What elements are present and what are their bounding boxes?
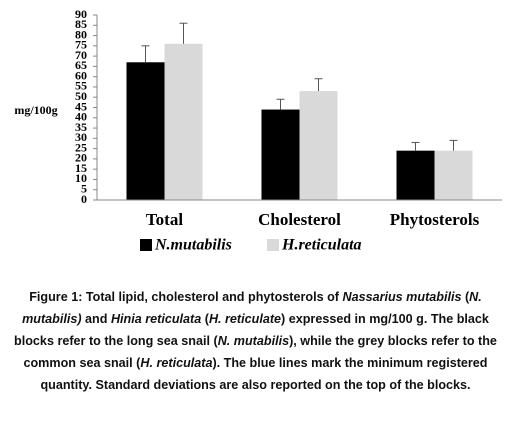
y-tick-label: 90 — [75, 7, 87, 21]
caption-text: ( — [461, 290, 470, 304]
bar — [299, 91, 338, 200]
caption-text: N. mutabilis — [217, 334, 290, 348]
caption-text: Nassarius mutabilis — [342, 290, 462, 304]
caption-text: ). The blue lines mark the minimum regis… — [40, 356, 488, 392]
y-tick-label: 0 — [81, 192, 87, 206]
legend-label: N.mutabilis — [154, 237, 232, 254]
caption-text: H. reticulata — [140, 356, 213, 370]
y-tick-label: 35 — [75, 120, 87, 134]
legend-swatch — [267, 239, 279, 251]
caption-text: and — [81, 312, 111, 326]
caption-text: ( — [201, 312, 209, 326]
y-tick-label: 85 — [75, 17, 87, 31]
caption-text: H. reticulate — [208, 312, 282, 326]
bar — [434, 150, 473, 200]
caption-text: N. mutabilis) — [22, 290, 482, 326]
y-tick-label: 45 — [75, 99, 87, 113]
y-tick-label: 55 — [75, 79, 87, 93]
caption-text: ), while the grey blocks refer to the co… — [23, 334, 497, 370]
bar — [396, 150, 435, 200]
caption-text: ) expressed in mg/100 g. The black block… — [14, 312, 489, 348]
y-tick-label: 75 — [75, 38, 87, 52]
caption: Figure 1: Total lipid, cholesterol and p… — [12, 286, 499, 396]
chart: mg/100g 05101520253035404550556065707580… — [14, 7, 502, 254]
caption-text: Figure 1: Total lipid, cholesterol and p… — [29, 290, 343, 304]
y-tick-label: 30 — [75, 130, 87, 144]
x-tick-label: Total — [146, 210, 183, 229]
legend-label: H.reticulata — [281, 237, 362, 254]
bar — [261, 109, 300, 200]
y-tick-label: 60 — [75, 68, 87, 82]
y-tick-label: 40 — [75, 110, 87, 124]
y-tick-label: 10 — [75, 171, 87, 185]
y-tick-label: 50 — [75, 89, 87, 103]
y-tick-label: 25 — [75, 140, 87, 154]
legend-swatch — [140, 239, 152, 251]
y-axis-label: mg/100g — [14, 103, 57, 117]
y-tick-label: 65 — [75, 58, 87, 72]
bar — [126, 62, 165, 201]
y-tick-label: 5 — [81, 181, 87, 195]
caption-text: Hinia reticulata — [110, 312, 202, 326]
x-tick-label: Cholesterol — [258, 210, 341, 229]
y-tick-label: 80 — [75, 27, 87, 41]
y-tick-label: 15 — [75, 161, 87, 175]
y-tick-label: 20 — [75, 151, 87, 165]
y-tick-label: 70 — [75, 48, 87, 62]
bar — [164, 43, 203, 201]
x-tick-label: Phytosterols — [390, 210, 480, 229]
